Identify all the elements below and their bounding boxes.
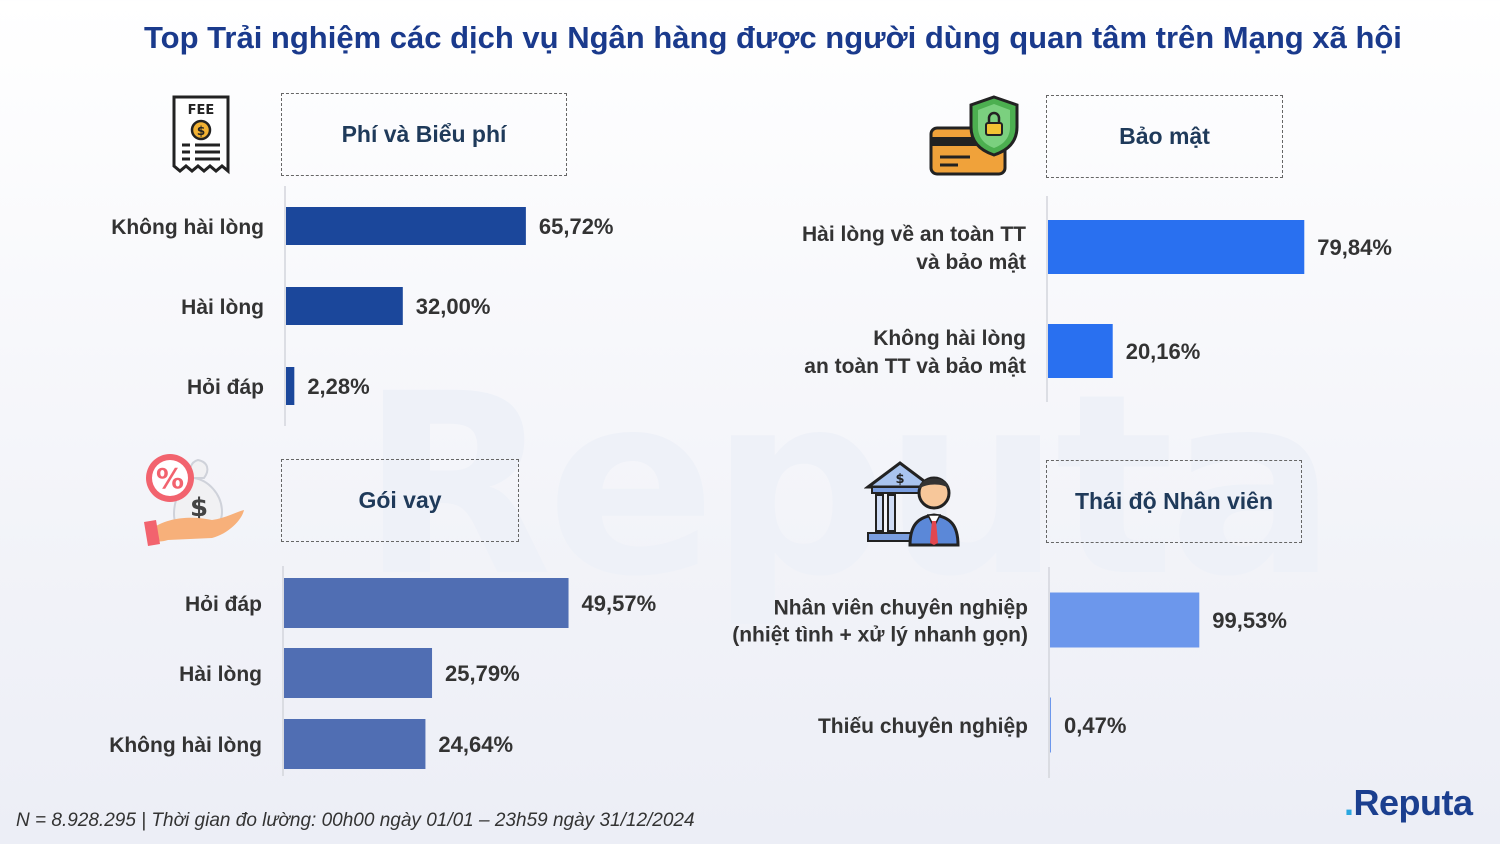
category-label: Hỏi đáp <box>185 593 262 616</box>
category-label: Hài lòng <box>181 296 264 319</box>
data-label: 49,57% <box>582 591 657 616</box>
category-label: Nhân viên chuyên nghiệp <box>774 597 1028 620</box>
bar <box>286 207 526 245</box>
loan-money-bag-icon: $ % <box>138 450 250 551</box>
fee-receipt-icon: FEE $ <box>168 93 238 184</box>
category-label: và bảo mật <box>916 251 1026 274</box>
data-label: 65,72% <box>539 214 614 239</box>
category-label: Không hài lòng <box>873 327 1026 350</box>
logo-text: Reputa <box>1353 782 1474 823</box>
bank-staff-icon: $ <box>863 455 964 552</box>
category-label: (nhiệt tình + xử lý nhanh gọn) <box>732 624 1028 647</box>
panel-header-thai-do-nhan-vien: Thái độ Nhân viên <box>1046 460 1302 543</box>
bar <box>286 287 403 325</box>
panel-header-goi-vay: Gói vay <box>281 459 519 542</box>
svg-text:$: $ <box>895 472 904 487</box>
svg-text:FEE: FEE <box>188 103 215 118</box>
svg-text:$: $ <box>197 124 205 138</box>
logo-dot: . <box>1344 782 1354 823</box>
data-label: 25,79% <box>445 661 520 686</box>
category-label: Hài lòng <box>179 663 262 686</box>
reputa-logo: .Reputa <box>1344 782 1473 824</box>
data-label: 79,84% <box>1317 235 1392 260</box>
svg-text:$: $ <box>190 493 208 523</box>
bar <box>1048 324 1113 378</box>
svg-text:%: % <box>156 462 184 495</box>
bar <box>1050 697 1051 753</box>
bar <box>286 367 295 405</box>
category-label: Thiếu chuyên nghiệp <box>818 715 1028 738</box>
data-label: 32,00% <box>416 294 491 319</box>
bar <box>284 719 426 769</box>
footer-note: N = 8.928.295 | Thời gian đo lường: 00h0… <box>16 810 695 831</box>
category-label: an toàn TT và bảo mật <box>804 355 1026 378</box>
category-label: Hỏi đáp <box>187 376 264 399</box>
bar <box>1050 592 1200 648</box>
bar <box>284 578 569 628</box>
data-label: 2,28% <box>307 374 369 399</box>
security-card-shield-icon <box>928 93 1024 184</box>
page-title: Top Trải nghiệm các dịch vụ Ngân hàng đư… <box>144 20 1402 55</box>
category-label: Hài lòng về an toàn TT <box>802 223 1026 246</box>
data-label: 99,53% <box>1212 608 1287 633</box>
data-label: 0,47% <box>1064 713 1126 738</box>
bar <box>284 648 433 698</box>
panel-header-bao-mat: Bảo mật <box>1046 95 1283 178</box>
bar <box>1048 220 1305 274</box>
category-label: Không hài lòng <box>109 734 262 757</box>
data-label: 20,16% <box>1126 339 1201 364</box>
data-label: 24,64% <box>438 732 513 757</box>
category-label: Không hài lòng <box>111 216 264 239</box>
panel-header-phi-bieu-phi: Phí và Biểu phí <box>281 93 567 176</box>
